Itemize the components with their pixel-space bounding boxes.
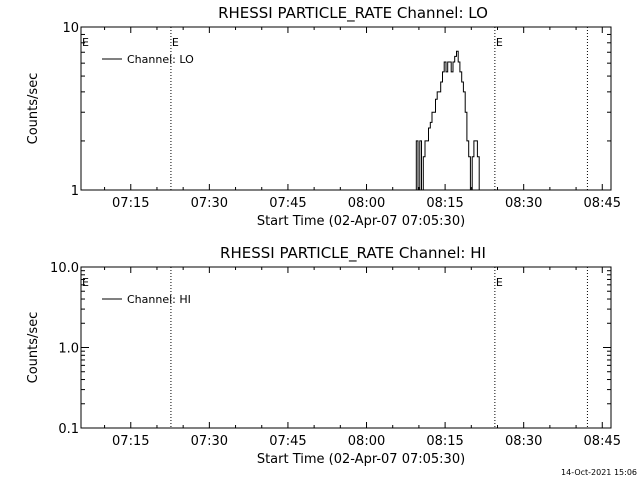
plot-frame (80, 26, 612, 191)
flag-label: E (172, 36, 179, 49)
corner-flag-label: E (82, 36, 89, 49)
legend-entry: Channel: LO (127, 53, 194, 66)
x-tick-label: 08:30 (505, 434, 542, 449)
x-axis-label: Start Time (02-Apr-07 07:05:30) (257, 214, 465, 229)
x-tick-label: 08:15 (426, 434, 463, 449)
chart-title: RHESSI PARTICLE_RATE Channel: HI (220, 244, 486, 263)
series-line (414, 50, 481, 191)
x-tick-label: 08:15 (426, 196, 463, 211)
x-tick-label: 08:00 (348, 196, 385, 211)
panel-lo: RHESSI PARTICLE_RATE Channel: LO 07:15 07:… (26, 4, 621, 229)
y-tick-label: 10.0 (50, 261, 79, 276)
flag-label: E (496, 36, 503, 49)
chart-title: RHESSI PARTICLE_RATE Channel: LO (218, 4, 488, 23)
panel-hi: RHESSI PARTICLE_RATE Channel: HI 07:15 07:… (26, 244, 621, 467)
x-tick-label: 08:45 (584, 196, 621, 211)
x-tick-label: 07:45 (269, 434, 306, 449)
x-tick-label: 07:15 (112, 434, 149, 449)
x-tick-label: 07:15 (112, 196, 149, 211)
corner-flag-label: E (82, 276, 89, 289)
y-axis-label: Counts/sec (26, 312, 41, 384)
flag-label: E (496, 276, 503, 289)
x-tick-label: 07:30 (191, 434, 228, 449)
x-tick-label: 07:45 (269, 196, 306, 211)
y-axis-label: Counts/sec (26, 73, 41, 145)
footer-timestamp: 14-Oct-2021 15:06 (561, 468, 637, 477)
plot-frame (80, 266, 612, 429)
y-tick-label: 1 (71, 184, 79, 199)
x-tick-label: 08:30 (505, 196, 542, 211)
y-tick-label: 1.0 (58, 342, 79, 357)
y-tick-label: 10 (62, 21, 79, 36)
y-tick-label: 0.1 (58, 422, 79, 437)
x-tick-label: 08:45 (584, 434, 621, 449)
x-axis-label: Start Time (02-Apr-07 07:05:30) (257, 452, 465, 467)
x-tick-label: 07:30 (191, 196, 228, 211)
x-tick-label: 08:00 (348, 434, 385, 449)
legend-entry: Channel: HI (127, 293, 191, 306)
